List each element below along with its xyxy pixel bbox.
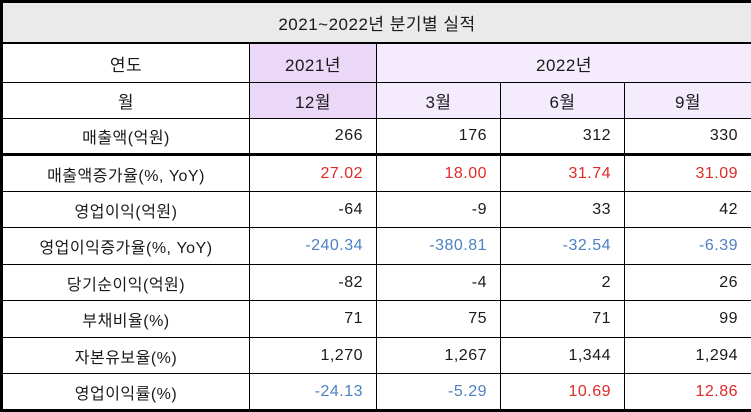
data-cell: 176: [376, 117, 501, 156]
data-cell: 31.09: [623, 153, 751, 192]
row-label: 영업이익증가율(%, YoY): [1, 227, 250, 265]
table-title-row: 2021~2022년 분기별 실적: [0, 1, 751, 45]
data-cell: -6.39: [623, 227, 751, 265]
data-cell: 75: [376, 300, 501, 338]
table-row-revenue-growth: 매출액증가율(%, YoY) 27.02 18.00 31.74 31.09: [1, 153, 751, 192]
row-label: 영업이익률(%): [1, 373, 250, 411]
row-label: 매출액증가율(%, YoY): [1, 153, 250, 192]
month-header-mar: 3월: [376, 82, 501, 119]
table-row-capital-reserve-ratio: 자본유보율(%) 1,270 1,267 1,344 1,294: [1, 336, 751, 375]
data-cell: -64: [249, 190, 377, 229]
data-cell: 18.00: [376, 153, 501, 192]
data-cell: 71: [249, 300, 377, 338]
table-title: 2021~2022년 분기별 실적: [0, 1, 751, 45]
data-cell: 27.02: [249, 153, 377, 192]
data-cell: -4: [376, 263, 501, 302]
data-cell: -9: [376, 190, 501, 229]
data-cell: 71: [500, 300, 625, 338]
data-cell: 99: [623, 300, 751, 338]
data-cell: 33: [500, 190, 625, 229]
table-row-debt-ratio: 부채비율(%) 71 75 71 99: [1, 300, 751, 338]
table-row-operating-margin: 영업이익률(%) -24.13 -5.29 10.69 12.86: [1, 373, 751, 411]
year-2022-header: 2022년: [375, 42, 751, 84]
year-row-label: 연도: [1, 42, 250, 84]
data-cell: 12.86: [623, 373, 751, 411]
data-cell: 31.74: [500, 153, 625, 192]
month-header-dec: 12월: [249, 82, 377, 119]
data-cell: -24.13: [249, 373, 377, 411]
month-header-sep: 9월: [623, 82, 751, 119]
table-row-revenue: 매출액(억원) 266 176 312 330: [1, 117, 751, 156]
data-cell: 26: [623, 263, 751, 302]
table-row-operating-profit-growth: 영업이익증가율(%, YoY) -240.34 -380.81 -32.54 -…: [1, 227, 751, 265]
data-cell: 10.69: [500, 373, 625, 411]
row-label: 영업이익(억원): [1, 190, 250, 229]
row-label: 자본유보율(%): [1, 336, 250, 375]
data-cell: 1,344: [500, 336, 625, 375]
data-cell: 1,267: [376, 336, 501, 375]
month-header-row: 월 12월 3월 6월 9월: [1, 82, 751, 119]
data-cell: 266: [249, 117, 377, 156]
year-header-row: 연도 2021년 2022년: [1, 42, 751, 84]
data-cell: -5.29: [376, 373, 501, 411]
table-row-net-income: 당기순이익(억원) -82 -4 2 26: [1, 263, 751, 302]
data-cell: -240.34: [249, 227, 377, 265]
data-cell: 1,270: [249, 336, 377, 375]
data-cell: -82: [249, 263, 377, 302]
data-cell: 312: [500, 117, 625, 156]
data-cell: 42: [623, 190, 751, 229]
data-cell: 2: [500, 263, 625, 302]
data-cell: 330: [623, 117, 751, 156]
table-row-operating-profit: 영업이익(억원) -64 -9 33 42: [1, 190, 751, 229]
row-label: 부채비율(%): [1, 300, 250, 338]
year-2021-header: 2021년: [249, 42, 377, 84]
data-cell: -32.54: [500, 227, 625, 265]
month-header-jun: 6월: [500, 82, 625, 119]
row-label: 매출액(억원): [1, 117, 250, 156]
data-cell: 1,294: [623, 336, 751, 375]
data-cell: -380.81: [376, 227, 501, 265]
month-row-label: 월: [1, 82, 250, 119]
row-label: 당기순이익(억원): [1, 263, 250, 302]
